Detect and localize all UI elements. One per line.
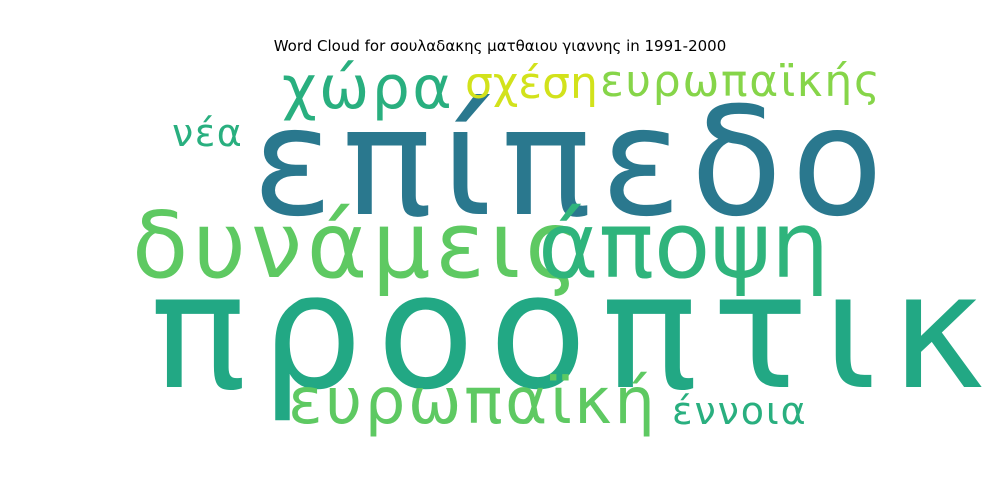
word-2: δυνάμεις — [132, 192, 584, 299]
word-8: νέα — [172, 111, 244, 155]
word-4: ευρωπαϊκή — [288, 365, 658, 439]
chart-title: Word Cloud for σουλαδακης ματθαιου γιανν… — [273, 37, 727, 55]
word-7: σχέση — [465, 58, 598, 109]
word-0: προοπτική — [150, 238, 1000, 425]
word-6: ευρωπαϊκής — [600, 56, 882, 107]
word-1: επίπεδο — [252, 76, 893, 250]
word-5: χώρα — [282, 53, 455, 123]
word-9: έννοια — [672, 389, 808, 433]
word-3: άποψη — [538, 192, 830, 299]
